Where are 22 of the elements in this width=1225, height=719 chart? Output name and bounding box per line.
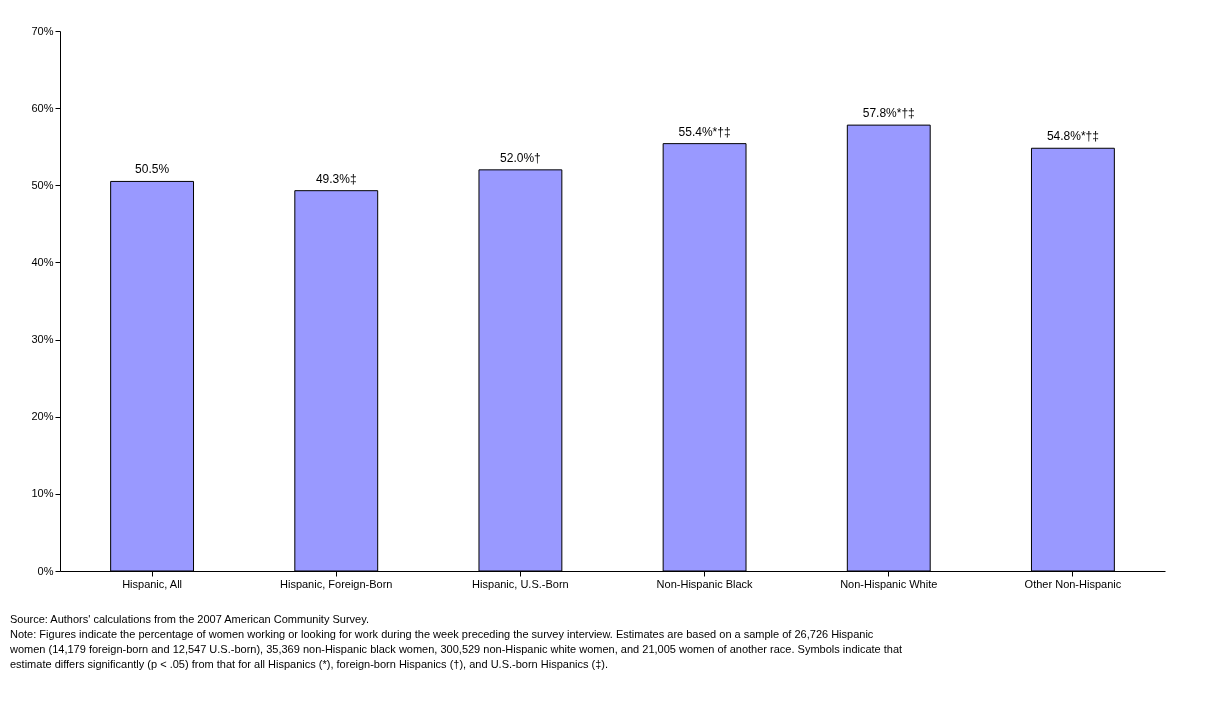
data-label: 57.8%*†‡ xyxy=(862,106,915,121)
x-tick-label: Hispanic, U.S.-Born xyxy=(472,577,569,590)
y-tick-label: 60% xyxy=(31,101,54,114)
data-label: 49.3%‡ xyxy=(315,171,357,186)
x-tick-label: Hispanic, All xyxy=(122,577,183,590)
y-tick-label: 10% xyxy=(31,487,54,500)
text: Note: Figures indicate the percentage of women working or looking for work during the week preceding the survey interview. Estimates are based on a sample of 26,726 Hispanic women (14,179 foreign-born and 12,547 U.S.-born), 35,369 non-Hispanic black women, 300,529 non-Hispanic white women, and 21,005 women of another race. Symbols indicate that estimate differs significantly (p < .05) from that for all Hispanics (*), foreign-born Hispanics (†), and U.S.-born Hispanics (‡). xyxy=(9,628,903,670)
y-tick-label: 30% xyxy=(31,333,54,346)
source-note: Source: Authors' calculations from the 2007 American Community Survey. xyxy=(10,613,369,625)
data-label: 54.8%*†‡ xyxy=(1046,129,1099,144)
y-tick-label: 40% xyxy=(31,255,54,268)
x-tick-label: Non-Hispanic Black xyxy=(656,577,754,590)
y-tick-label: 70% xyxy=(31,24,54,37)
data-label: 50.5% xyxy=(135,162,170,177)
y-tick-label: 20% xyxy=(31,410,54,423)
x-tick-label: Other Non-Hispanic xyxy=(1024,577,1122,590)
y-tick-label: 0% xyxy=(37,564,54,577)
data-label: 52.0%† xyxy=(500,150,541,165)
y-tick-label: 50% xyxy=(31,178,54,191)
x-tick-label: Non-Hispanic White xyxy=(840,577,938,590)
data-label: 55.4%*†‡ xyxy=(678,124,731,139)
x-tick-label: Hispanic, Foreign-Born xyxy=(280,577,393,590)
